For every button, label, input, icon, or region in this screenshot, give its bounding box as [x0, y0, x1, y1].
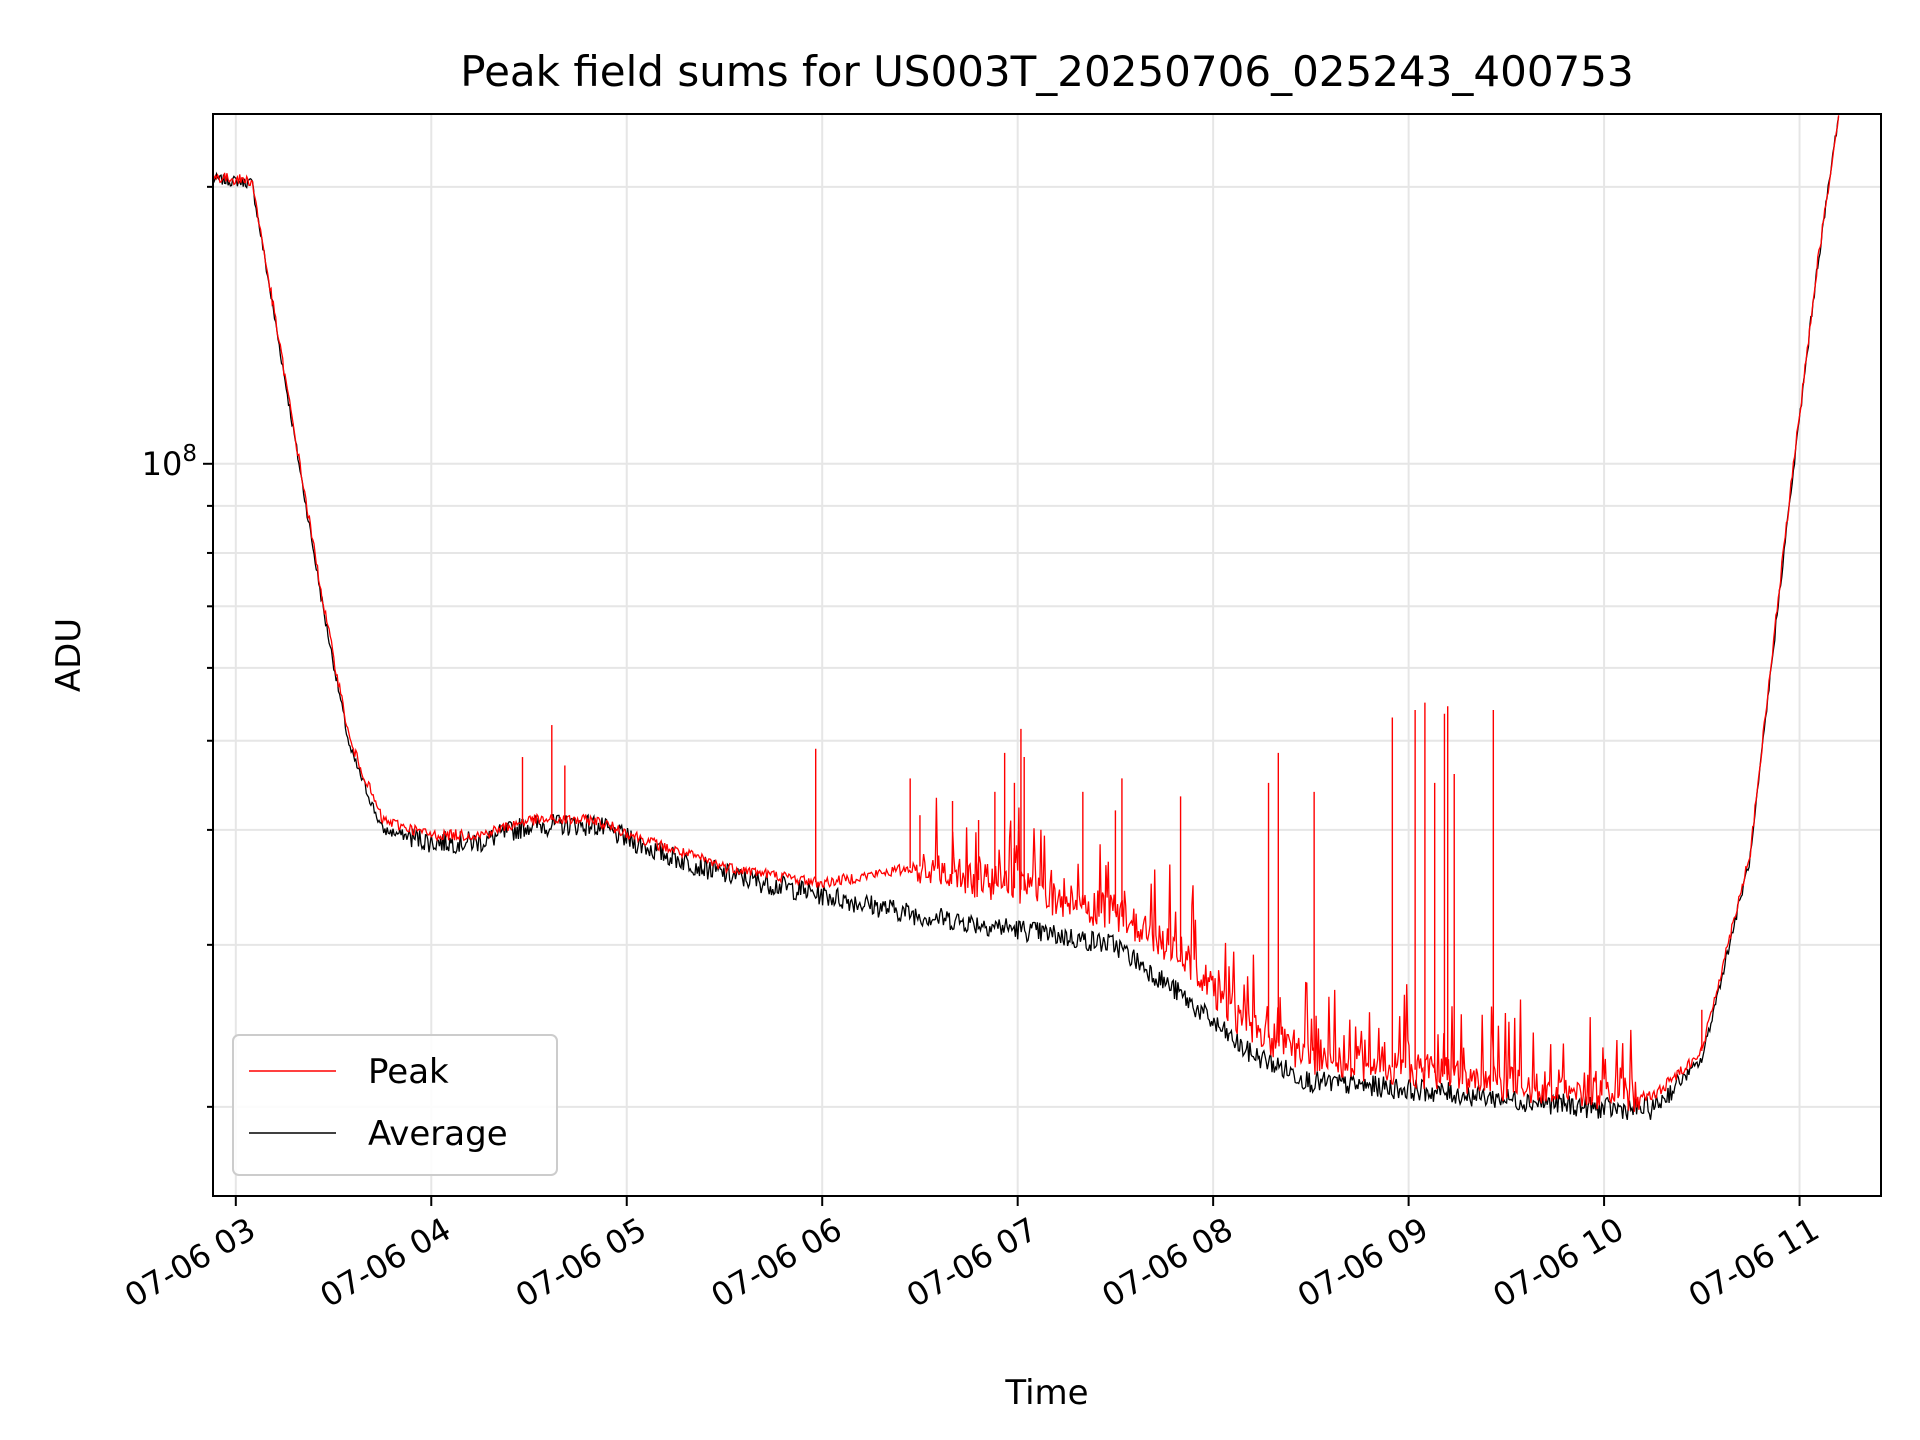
legend-label-average: Average	[368, 1114, 508, 1154]
legend: Peak Average	[232, 1034, 558, 1176]
series-layer	[213, 115, 1840, 1120]
series-line-peak	[213, 115, 1840, 1112]
plot-frame	[212, 113, 1882, 1197]
series-line-average	[213, 116, 1840, 1120]
y-axis-label: ADU	[49, 618, 89, 692]
legend-box	[232, 1034, 558, 1176]
y-tick-label: 108	[142, 441, 197, 483]
x-axis-label: Time	[1004, 1373, 1088, 1413]
chart-title: Peak field sums for US003T_20250706_0252…	[460, 47, 1633, 96]
legend-label-peak: Peak	[368, 1052, 449, 1092]
grid-lines	[213, 114, 1881, 1196]
y-axis: 108	[142, 185, 213, 1108]
